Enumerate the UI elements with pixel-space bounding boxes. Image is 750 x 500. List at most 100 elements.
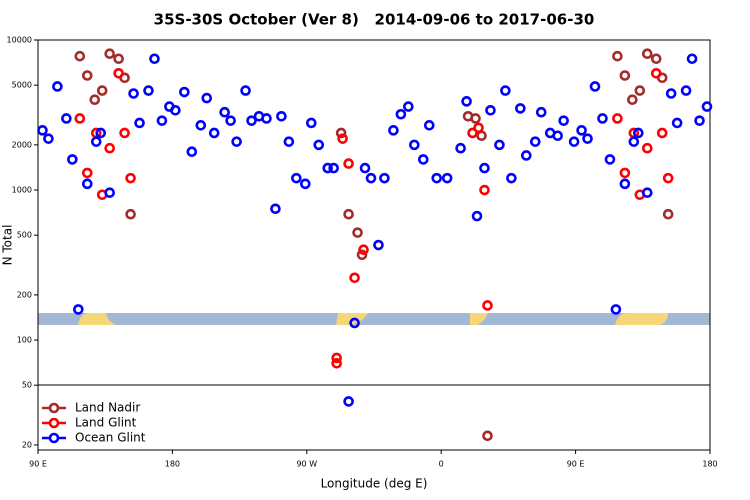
chart-title: 35S-30S October (Ver 8) 2014-09-06 to 20…	[154, 11, 595, 29]
y-tick-label: 100	[17, 336, 32, 345]
point	[81, 167, 93, 179]
point	[619, 70, 631, 81]
point	[195, 120, 207, 131]
point	[417, 154, 429, 165]
point	[373, 239, 384, 251]
point	[558, 115, 569, 126]
point	[633, 127, 644, 139]
x-tick-label: 90 W	[296, 460, 317, 469]
point	[328, 162, 339, 174]
point	[125, 208, 136, 220]
point	[219, 106, 230, 118]
point	[589, 81, 601, 92]
point	[515, 103, 526, 114]
point	[291, 172, 302, 184]
point	[506, 172, 517, 184]
point	[113, 53, 124, 65]
point	[343, 396, 354, 407]
point	[473, 122, 484, 134]
point	[143, 85, 154, 96]
y-tick-label: 50	[22, 381, 32, 390]
point	[134, 117, 145, 129]
point	[231, 136, 242, 147]
point	[356, 249, 368, 261]
point	[104, 48, 115, 60]
legend-label: Land Glint	[75, 416, 137, 430]
point	[641, 187, 653, 198]
point	[467, 127, 478, 139]
point	[455, 142, 466, 154]
y-tick-label: 200	[17, 290, 32, 299]
point	[186, 146, 198, 158]
y-tick-label: 20	[22, 440, 32, 449]
point	[300, 178, 311, 190]
point	[349, 317, 360, 329]
point	[529, 136, 541, 147]
point	[156, 115, 168, 126]
point	[349, 272, 360, 284]
y-tick-label: 10000	[7, 36, 32, 45]
point	[634, 85, 646, 96]
point	[568, 136, 580, 147]
x-tick-label: 0	[439, 460, 444, 469]
point	[73, 304, 84, 315]
point	[471, 210, 483, 222]
point	[96, 85, 108, 96]
point	[201, 92, 213, 104]
point	[461, 96, 472, 107]
point	[379, 172, 390, 184]
point	[671, 117, 683, 129]
point	[470, 113, 481, 124]
point	[67, 154, 78, 165]
point	[337, 133, 348, 144]
point	[270, 203, 281, 215]
point	[479, 162, 490, 174]
point	[552, 130, 563, 142]
point	[479, 184, 490, 196]
point	[225, 115, 236, 126]
point	[343, 158, 354, 169]
point	[619, 167, 631, 179]
point	[604, 154, 616, 165]
x-tick-label: 90 E	[567, 460, 585, 469]
point	[128, 88, 139, 99]
point	[313, 139, 325, 151]
point	[359, 162, 371, 174]
plot-frame	[37, 39, 711, 451]
point	[335, 127, 347, 139]
point	[104, 142, 115, 154]
point	[494, 139, 505, 151]
point	[305, 117, 317, 129]
x-tick-label: 90 E	[29, 460, 47, 469]
point	[43, 133, 54, 144]
x-tick-label: 180	[165, 460, 180, 469]
point	[89, 94, 101, 106]
point	[535, 106, 547, 118]
point	[37, 125, 48, 136]
point	[276, 111, 287, 122]
point	[650, 67, 662, 79]
point	[612, 113, 623, 124]
point	[612, 50, 623, 62]
legend-label: Land Nadir	[75, 401, 140, 415]
point	[482, 430, 493, 442]
point	[641, 142, 653, 154]
y-tick-label: 1000	[12, 186, 32, 195]
point	[81, 70, 93, 81]
x-axis-label: Longitude (deg E)	[321, 477, 428, 491]
point	[680, 85, 692, 96]
point	[358, 244, 369, 256]
point	[431, 172, 443, 184]
point	[619, 178, 631, 190]
y-tick-label: 2000	[12, 140, 32, 149]
point	[627, 94, 638, 106]
point	[656, 127, 668, 139]
point	[331, 352, 342, 364]
point	[576, 125, 587, 136]
map-strip	[38, 313, 710, 325]
point	[331, 357, 342, 369]
point	[597, 113, 608, 124]
point	[701, 101, 713, 112]
point	[500, 85, 511, 96]
